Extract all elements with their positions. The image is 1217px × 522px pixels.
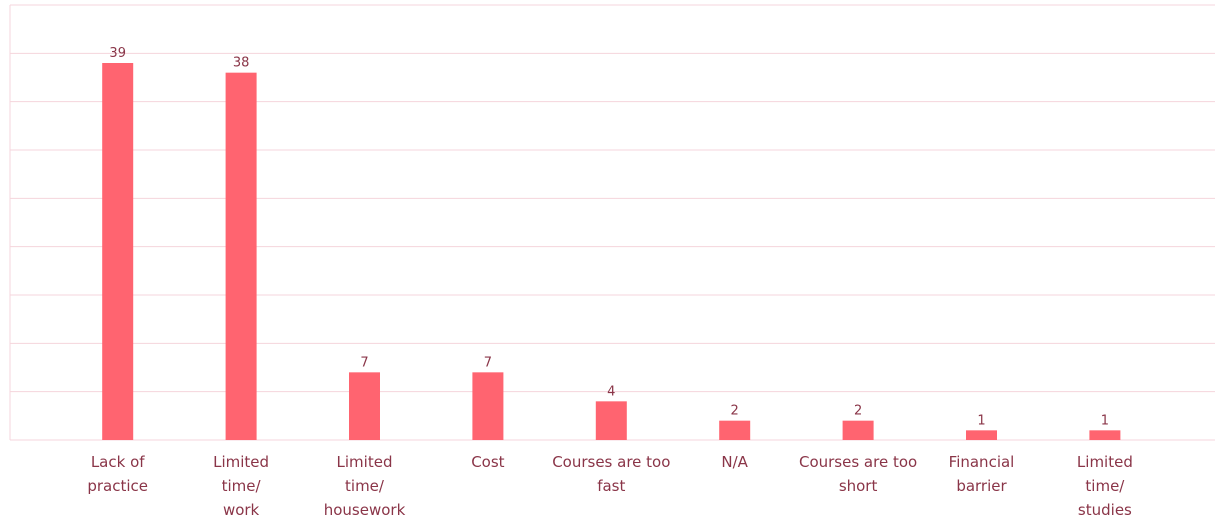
x-tick-label: Limited time/ work bbox=[213, 453, 270, 519]
value-label: 7 bbox=[360, 355, 368, 370]
value-label: 38 bbox=[233, 56, 250, 71]
bar bbox=[1089, 430, 1121, 440]
bar bbox=[102, 63, 134, 440]
x-tick-label: N/A bbox=[721, 453, 748, 471]
value-label: 2 bbox=[854, 404, 862, 419]
bar bbox=[842, 420, 874, 440]
x-tick-label: Courses are too fast bbox=[552, 453, 671, 495]
bar bbox=[349, 372, 380, 440]
bar bbox=[225, 72, 257, 441]
x-tick-label: Courses are too short bbox=[798, 453, 918, 495]
value-label: 1 bbox=[977, 413, 985, 428]
x-tick-label: Lack of practice bbox=[87, 453, 149, 495]
value-label: 7 bbox=[484, 355, 492, 370]
bar bbox=[472, 372, 504, 440]
value-label: 1 bbox=[1101, 413, 1109, 428]
value-label: 2 bbox=[731, 404, 739, 419]
x-tick-label: Financial barrier bbox=[948, 453, 1015, 495]
x-tick-label: Cost bbox=[471, 453, 505, 471]
x-tick-label: Limited time/ studies bbox=[1076, 453, 1133, 519]
bar bbox=[966, 430, 997, 440]
value-label: 39 bbox=[109, 46, 126, 61]
x-tick-label: Limited time/ housework bbox=[323, 453, 406, 519]
bar bbox=[719, 420, 751, 440]
value-label: 4 bbox=[607, 384, 615, 399]
bar bbox=[595, 401, 627, 440]
